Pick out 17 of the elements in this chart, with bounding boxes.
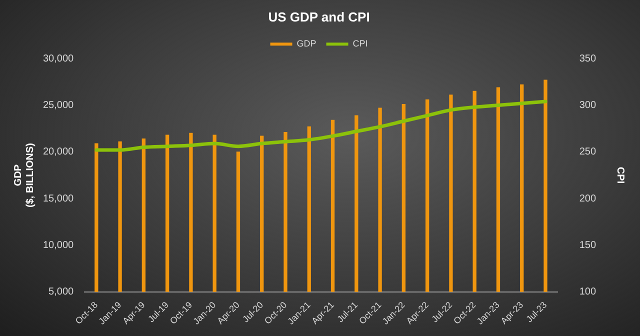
y-tick-label: 30,000 xyxy=(42,53,74,64)
chart-title: US GDP and CPI xyxy=(268,9,370,24)
y2-tick-label: 150 xyxy=(579,240,596,251)
legend-label: CPI xyxy=(352,38,368,49)
y2-tick-label: 250 xyxy=(579,146,596,158)
y-axis-title: GDP ($, BILLIONS) xyxy=(12,143,36,208)
y2-tick-label: 300 xyxy=(579,100,596,112)
y2-tick-label: 200 xyxy=(579,193,596,204)
y-tick-label: 15,000 xyxy=(42,193,74,204)
y2-axis-title: CPI xyxy=(614,166,626,184)
y-tick-label: 5,000 xyxy=(48,286,74,298)
y2-tick-label: 350 xyxy=(579,53,596,64)
y-tick-label: 10,000 xyxy=(42,240,74,251)
y-tick-label: 25,000 xyxy=(42,100,74,112)
y2-tick-label: 100 xyxy=(579,286,596,298)
y-tick-label: 20,000 xyxy=(42,146,74,158)
legend-label: GDP xyxy=(296,38,316,49)
